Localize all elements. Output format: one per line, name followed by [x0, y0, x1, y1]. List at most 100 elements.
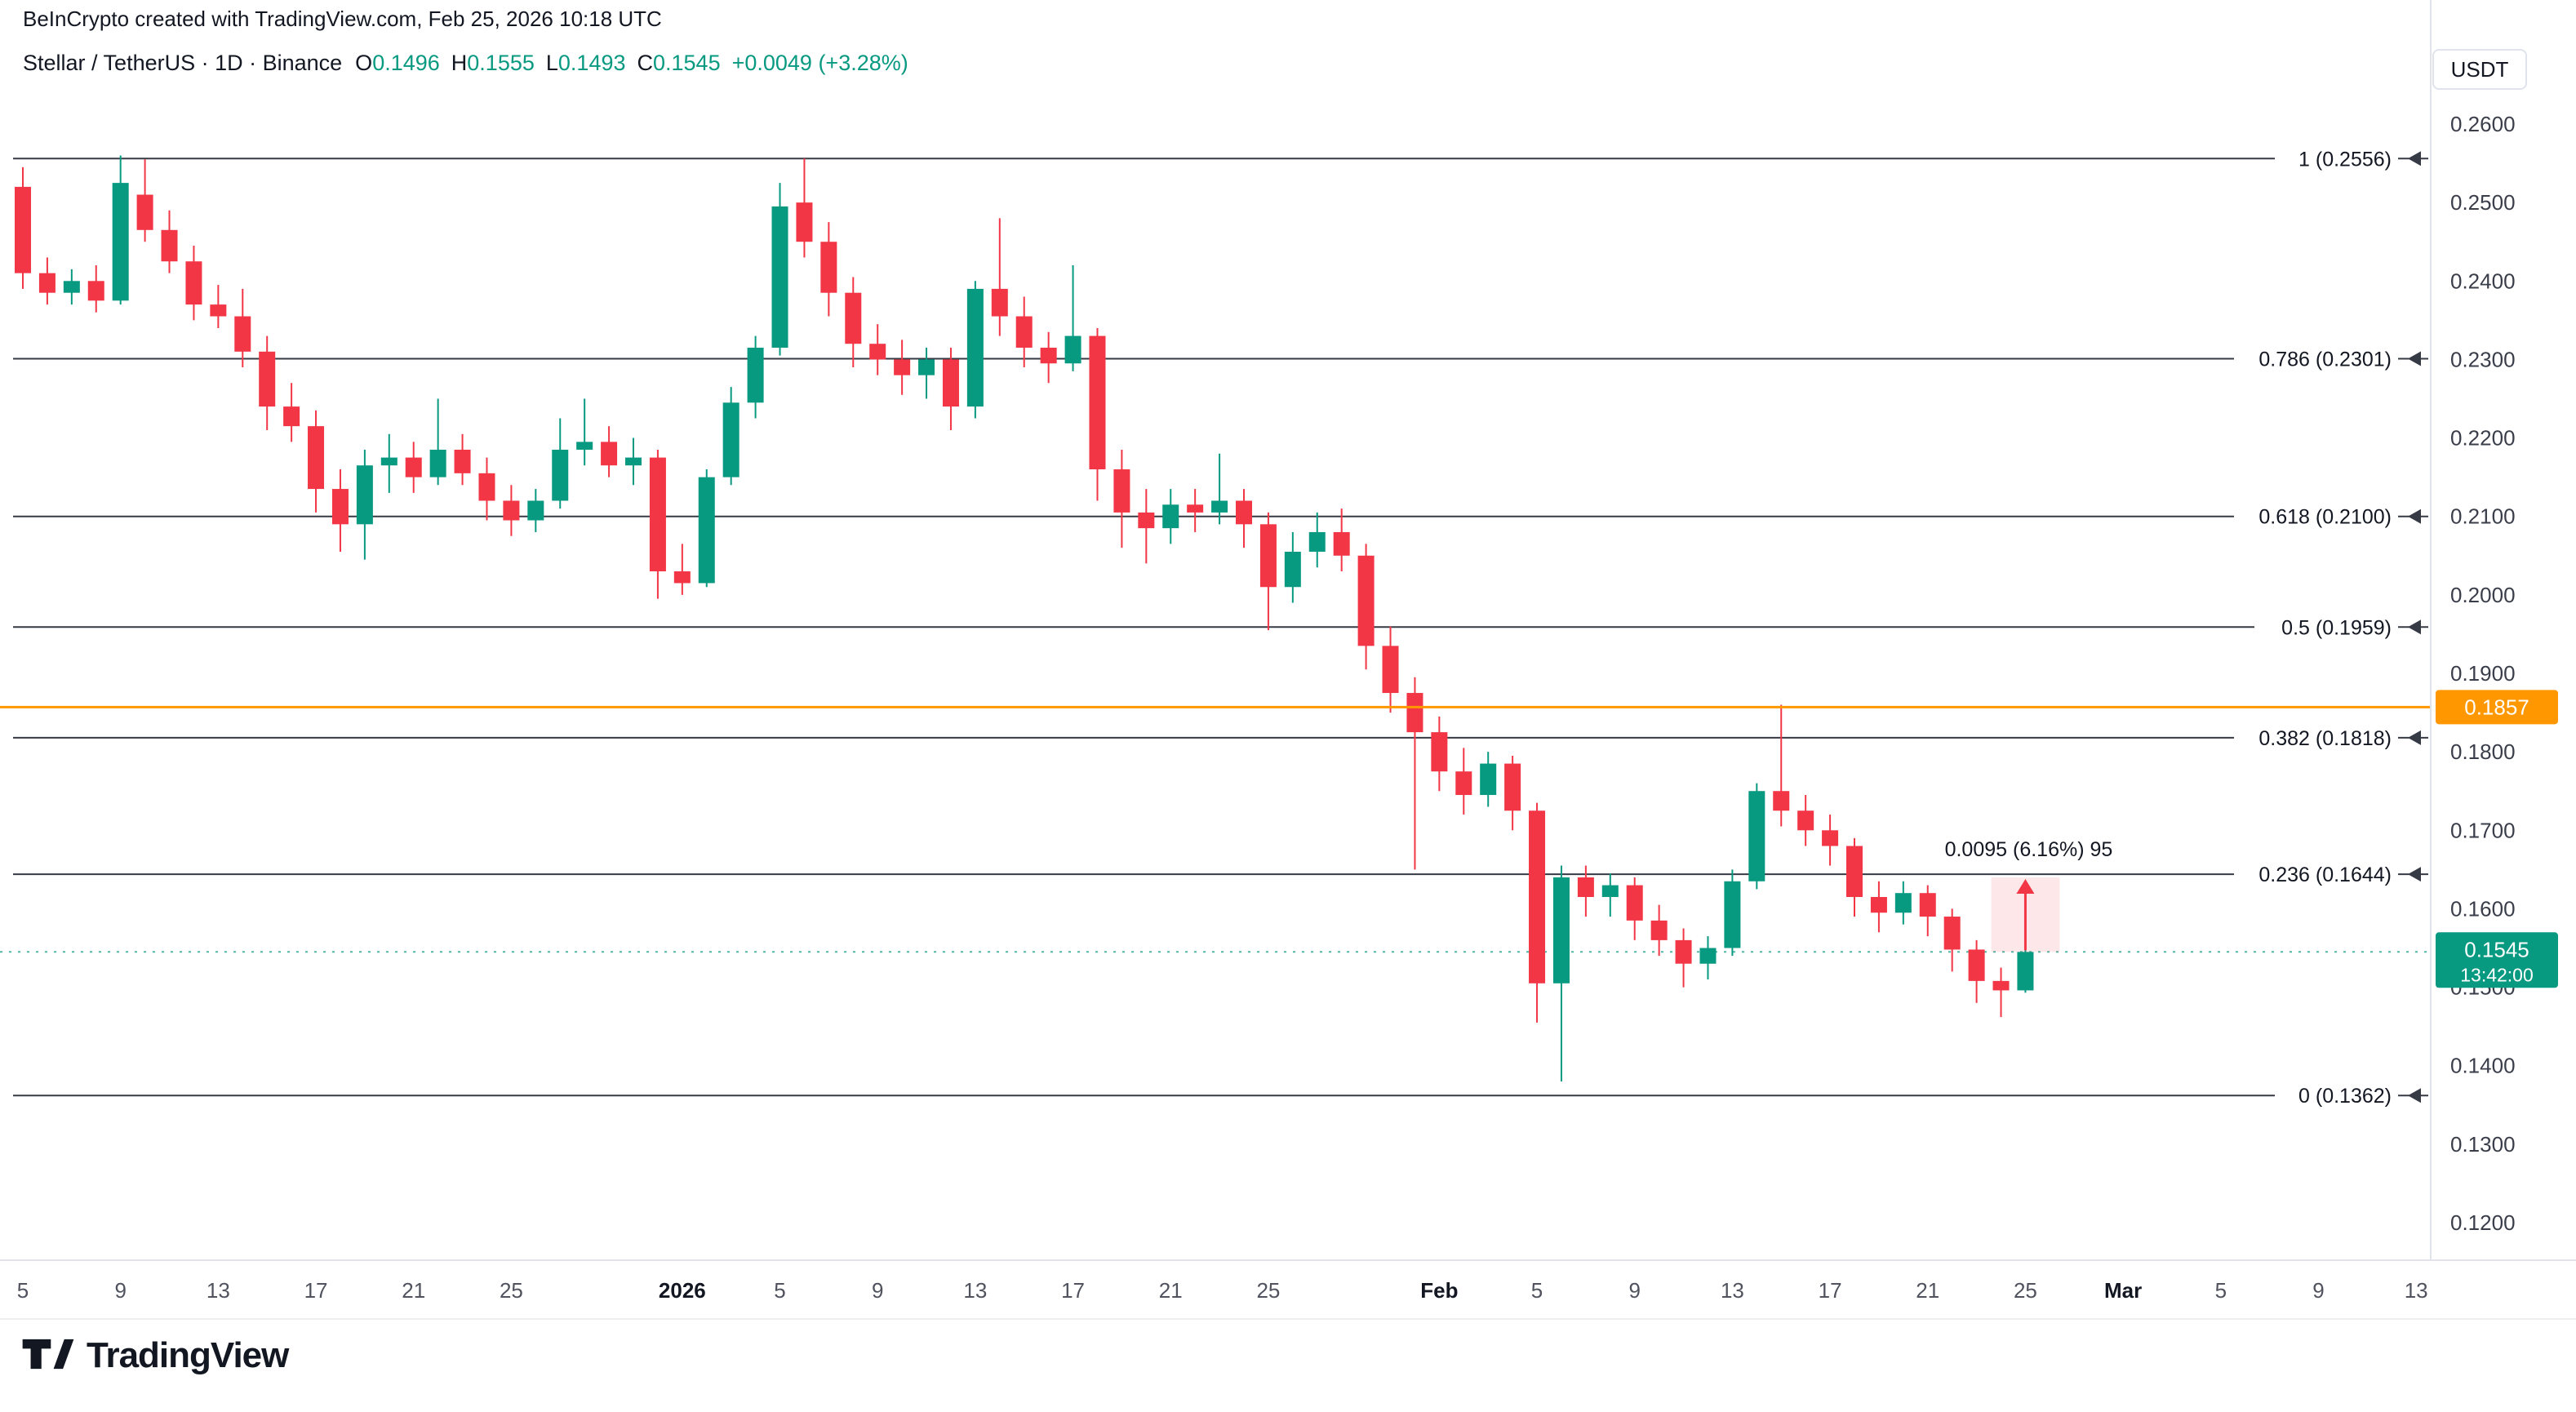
candle-body [1113, 469, 1130, 513]
candle-body [673, 571, 691, 584]
change-value: +0.0049 (+3.28%) [731, 51, 908, 75]
candle-body [38, 273, 56, 293]
low-value: L 0.1493 [545, 51, 626, 75]
candle-body [478, 473, 495, 501]
candle-body [1357, 555, 1375, 646]
time-tick: 25 [1256, 1278, 1280, 1303]
candle-body [1626, 885, 1643, 921]
fib-axis-arrow-icon [2408, 351, 2421, 366]
price-tick: 0.2400 [2450, 269, 2516, 293]
tradingview-logo[interactable]: TradingView [21, 1335, 289, 1376]
price-tick: 0.2200 [2450, 426, 2516, 451]
candle-body [1333, 531, 1350, 556]
candle-body [1919, 893, 1936, 917]
candle-body [1797, 810, 1814, 831]
candle-body [234, 316, 251, 352]
candle-body [1259, 524, 1277, 588]
candle-body [185, 261, 202, 305]
last-price-badge-text: 0.1545 [2464, 937, 2529, 961]
price-axis: 0.2600 0.2500 0.2400 0.2300 0.2200 0.2100 0.20… [2450, 112, 2516, 1235]
candle-body [283, 406, 300, 427]
price-tick: 0.2300 [2450, 347, 2516, 371]
candle-body [1846, 846, 1863, 898]
candle-body [527, 500, 544, 521]
candle-body [1675, 939, 1692, 964]
fib-axis-arrow-icon [2408, 619, 2421, 635]
open-value: O 0.1496 [355, 51, 440, 75]
candle-body [1552, 877, 1570, 984]
time-tick: 17 [304, 1278, 328, 1303]
time-tick: 5 [774, 1278, 785, 1303]
price-tick: 0.1800 [2450, 739, 2516, 764]
chart-legend: Stellar / TetherUS · 1D · Binance O 0.149… [23, 51, 908, 76]
candle-body [1894, 893, 1912, 913]
measure-label: 0.0095 (6.16%) 95 [1945, 838, 2113, 861]
time-tick: 17 [1819, 1278, 1842, 1303]
symbol-title[interactable]: Stellar / TetherUS · 1D · Binance [23, 51, 343, 75]
high-value: H 0.1555 [451, 51, 535, 75]
candle-body [1601, 885, 1619, 898]
alert-price-badge-text: 0.1857 [2464, 695, 2529, 719]
candle-body [1699, 948, 1717, 964]
candle-body [2017, 952, 2034, 991]
candle-body [1943, 917, 1961, 950]
candle-body [1040, 348, 1057, 364]
candle-body [1211, 500, 1228, 513]
candle-body [942, 359, 959, 407]
candle-body [1138, 512, 1155, 529]
fib-label: 0 (0.1362) [2298, 1085, 2392, 1108]
fib-label: 0.5 (0.1959) [2281, 616, 2392, 639]
candle-body [576, 442, 593, 450]
candle-body [161, 229, 178, 262]
candle-body [1187, 504, 1204, 513]
time-tick: 21 [1916, 1278, 1939, 1303]
time-tick: 17 [1061, 1278, 1085, 1303]
candle-body [210, 304, 227, 317]
candle-body [649, 457, 666, 572]
time-tick: Feb [1420, 1278, 1458, 1303]
candle-body [552, 449, 569, 501]
attribution-text: BeInCrypto created with TradingView.com,… [23, 7, 662, 31]
close-value: C 0.1545 [637, 51, 721, 75]
candle-body [1529, 810, 1546, 984]
time-tick: 9 [114, 1278, 126, 1303]
time-tick: 13 [963, 1278, 987, 1303]
time-tick: 9 [872, 1278, 883, 1303]
fib-axis-arrow-icon [2408, 1088, 2421, 1103]
measure-arrowhead-icon [2016, 878, 2035, 894]
candles [15, 155, 2034, 1081]
candle-body [1236, 500, 1252, 525]
candle-body [454, 449, 471, 473]
candle-body [1162, 504, 1179, 529]
candle-body [1968, 949, 1985, 981]
candle-body [380, 457, 398, 466]
price-tick: 0.1900 [2450, 661, 2516, 686]
candle-body [796, 202, 813, 242]
candle-body [1406, 693, 1423, 733]
time-tick: 5 [1531, 1278, 1543, 1303]
candle-body [1089, 335, 1106, 470]
candle-body [1480, 763, 1497, 796]
price-tick: 0.1700 [2450, 818, 2516, 842]
currency-unit-button[interactable]: USDT [2432, 49, 2527, 90]
time-tick: 5 [17, 1278, 29, 1303]
fib-axis-arrow-icon [2408, 730, 2421, 745]
price-tick: 0.2500 [2450, 190, 2516, 215]
ohlc-readout: O 0.1496 H 0.1555 L 0.1493 C 0.1545 +0.0049 … [355, 51, 908, 76]
time-tick: 9 [1628, 1278, 1640, 1303]
time-tick: Mar [2104, 1278, 2142, 1303]
tradingview-wordmark: TradingView [87, 1335, 289, 1375]
candle-body [1382, 646, 1399, 694]
time-tick: 21 [402, 1278, 425, 1303]
fib-axis-arrow-icon [2408, 867, 2421, 882]
candle-body [308, 426, 325, 490]
candle-body [1431, 732, 1448, 772]
time-tick: 13 [207, 1278, 230, 1303]
candle-body [1284, 551, 1301, 588]
candle-body [625, 457, 642, 466]
candle-body [1748, 791, 1765, 881]
time-tick: 5 [2215, 1278, 2227, 1303]
price-tick: 0.1600 [2450, 896, 2516, 921]
tradingview-mark-icon [21, 1336, 75, 1376]
